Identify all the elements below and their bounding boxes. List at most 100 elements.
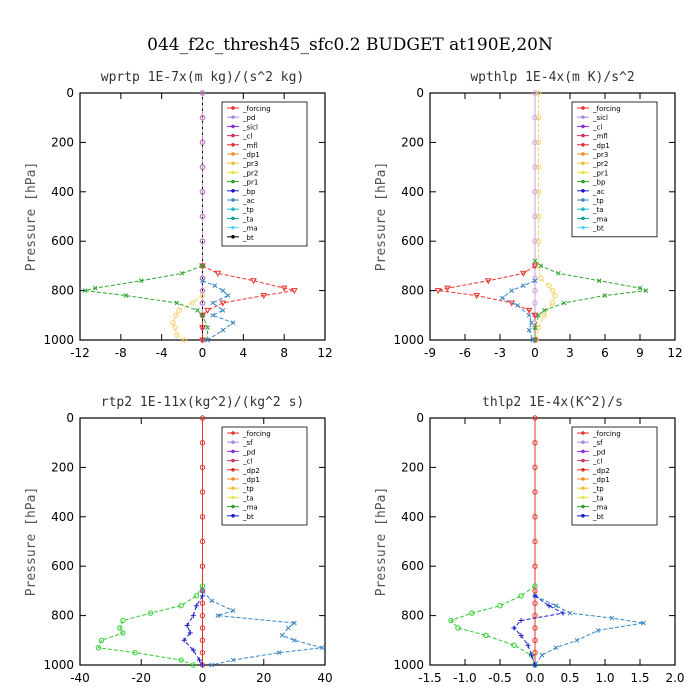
data-point xyxy=(531,337,539,344)
legend-label: _pr3 xyxy=(242,160,258,168)
y-tick-label: 800 xyxy=(401,609,424,623)
data-point xyxy=(535,189,542,195)
legend-marker xyxy=(581,458,585,463)
data-point xyxy=(469,610,475,616)
legend-marker xyxy=(231,504,235,509)
data-point xyxy=(82,288,88,293)
data-point xyxy=(276,650,282,656)
x-tick-label: 0.0 xyxy=(525,671,544,685)
data-point xyxy=(205,325,210,331)
data-point xyxy=(219,300,227,307)
x-tick-label: 0 xyxy=(199,346,207,360)
legend-label: _bp xyxy=(592,179,606,187)
y-tick-label: 200 xyxy=(401,460,424,474)
data-point xyxy=(123,293,129,298)
data-point xyxy=(199,164,206,170)
series-dp1 xyxy=(434,263,539,344)
data-point xyxy=(535,238,542,244)
data-point xyxy=(520,283,526,289)
legend-label: _pr1 xyxy=(242,179,258,187)
data-point xyxy=(230,608,236,614)
series-tp xyxy=(200,278,236,343)
data-point xyxy=(199,300,206,306)
data-point xyxy=(196,657,202,663)
data-point xyxy=(260,293,268,300)
data-point xyxy=(531,263,539,270)
legend-marker xyxy=(581,486,585,491)
x-tick-label: 6 xyxy=(601,346,609,360)
legend-marker xyxy=(581,440,585,445)
data-point xyxy=(535,164,542,170)
data-point xyxy=(643,288,649,293)
data-point xyxy=(285,625,291,631)
legend-label: _bt xyxy=(242,234,254,242)
data-point xyxy=(172,324,178,331)
legend-marker xyxy=(581,198,585,202)
y-tick-label: 1000 xyxy=(43,658,74,672)
legend-marker xyxy=(581,449,585,454)
data-point xyxy=(546,282,552,289)
y-tick-label: 400 xyxy=(401,185,424,199)
data-point xyxy=(525,642,531,648)
data-point xyxy=(199,115,206,121)
data-point xyxy=(199,600,206,606)
data-point xyxy=(574,637,580,643)
legend-label: _tp xyxy=(242,485,254,493)
x-tick-label: -1.5 xyxy=(418,671,441,685)
y-tick-label: 200 xyxy=(51,460,74,474)
data-point xyxy=(200,278,205,284)
legend-label: _ta xyxy=(242,215,254,223)
data-point xyxy=(519,270,527,277)
legend-label: _sicl xyxy=(242,123,258,131)
data-point xyxy=(532,139,538,146)
series-tp xyxy=(532,593,646,668)
data-point xyxy=(595,628,601,633)
data-point xyxy=(199,415,206,421)
x-tick-label: -40 xyxy=(70,671,90,685)
legend-marker xyxy=(231,198,235,202)
data-point xyxy=(199,139,206,146)
x-tick-label: 2.0 xyxy=(665,671,684,685)
data-point xyxy=(92,285,98,291)
y-tick-label: 0 xyxy=(66,86,74,100)
data-point xyxy=(199,312,206,319)
y-tick-label: 1000 xyxy=(43,333,74,347)
data-point xyxy=(509,288,515,293)
data-point xyxy=(530,337,536,343)
data-point xyxy=(535,139,542,146)
x-tick-label: 4 xyxy=(240,346,248,360)
panel-title: thlp2 1E-4x(K^2)/s xyxy=(482,395,623,410)
data-point xyxy=(199,637,206,643)
legend-label: _ma xyxy=(242,504,258,512)
data-point xyxy=(181,337,187,343)
data-point xyxy=(190,647,196,653)
plot-frame xyxy=(429,417,676,666)
y-tick-label: 800 xyxy=(401,284,424,298)
legend-marker xyxy=(231,152,235,156)
legend-label: _sf xyxy=(242,439,253,447)
data-point xyxy=(525,307,533,314)
series-line xyxy=(97,585,203,666)
data-point xyxy=(210,300,216,306)
series-tp xyxy=(499,278,538,343)
data-point xyxy=(190,662,197,668)
data-point xyxy=(220,327,226,333)
data-point xyxy=(532,258,538,264)
x-tick-label: 3 xyxy=(566,346,574,360)
legend-label: _cl xyxy=(242,458,252,466)
data-point xyxy=(212,283,218,289)
y-tick-label: 600 xyxy=(51,559,74,573)
data-point xyxy=(199,189,206,195)
y-axis-label: Pressure [hPa] xyxy=(374,162,389,272)
legend-label: _sf xyxy=(592,439,603,447)
data-point xyxy=(532,325,538,331)
data-point xyxy=(199,287,206,294)
data-point xyxy=(532,278,538,284)
panel-title: wprtp 1E-7x(m kg)/(s^2 kg) xyxy=(101,70,305,85)
series-pr1 xyxy=(533,90,558,343)
series-line xyxy=(202,280,235,341)
data-point xyxy=(199,238,206,244)
x-tick-label: -4 xyxy=(156,346,168,360)
y-tick-label: 600 xyxy=(51,234,74,248)
data-point xyxy=(292,637,297,643)
